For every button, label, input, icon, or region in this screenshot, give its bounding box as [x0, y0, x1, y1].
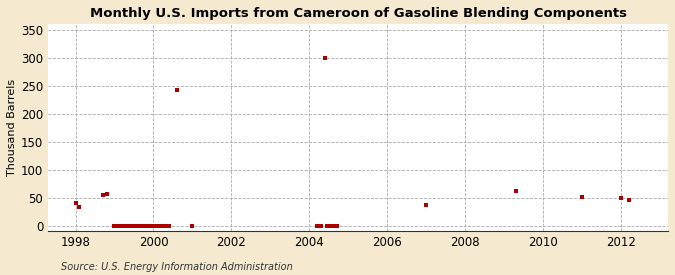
Point	[97, 193, 108, 198]
Point	[510, 189, 521, 193]
Point	[74, 205, 85, 209]
Point	[128, 224, 139, 229]
Point	[160, 224, 171, 229]
Point	[327, 224, 338, 229]
Point	[70, 200, 81, 205]
Point	[187, 224, 198, 229]
Point	[316, 224, 327, 229]
Text: Source: U.S. Energy Information Administration: Source: U.S. Energy Information Administ…	[61, 262, 292, 272]
Point	[140, 224, 151, 229]
Point	[163, 224, 174, 229]
Point	[152, 224, 163, 229]
Point	[148, 224, 159, 229]
Y-axis label: Thousand Barrels: Thousand Barrels	[7, 79, 17, 176]
Point	[109, 224, 120, 229]
Point	[156, 224, 167, 229]
Point	[121, 224, 132, 229]
Point	[117, 224, 128, 229]
Point	[577, 195, 588, 199]
Point	[101, 192, 112, 196]
Point	[323, 224, 334, 229]
Point	[132, 224, 143, 229]
Point	[144, 224, 155, 229]
Point	[136, 224, 147, 229]
Point	[312, 224, 323, 229]
Point	[171, 88, 182, 92]
Point	[321, 224, 332, 229]
Point	[331, 224, 342, 229]
Point	[624, 198, 634, 202]
Point	[616, 196, 626, 200]
Title: Monthly U.S. Imports from Cameroon of Gasoline Blending Components: Monthly U.S. Imports from Cameroon of Ga…	[90, 7, 626, 20]
Point	[113, 224, 124, 229]
Point	[421, 203, 432, 207]
Point	[319, 56, 330, 60]
Point	[125, 224, 136, 229]
